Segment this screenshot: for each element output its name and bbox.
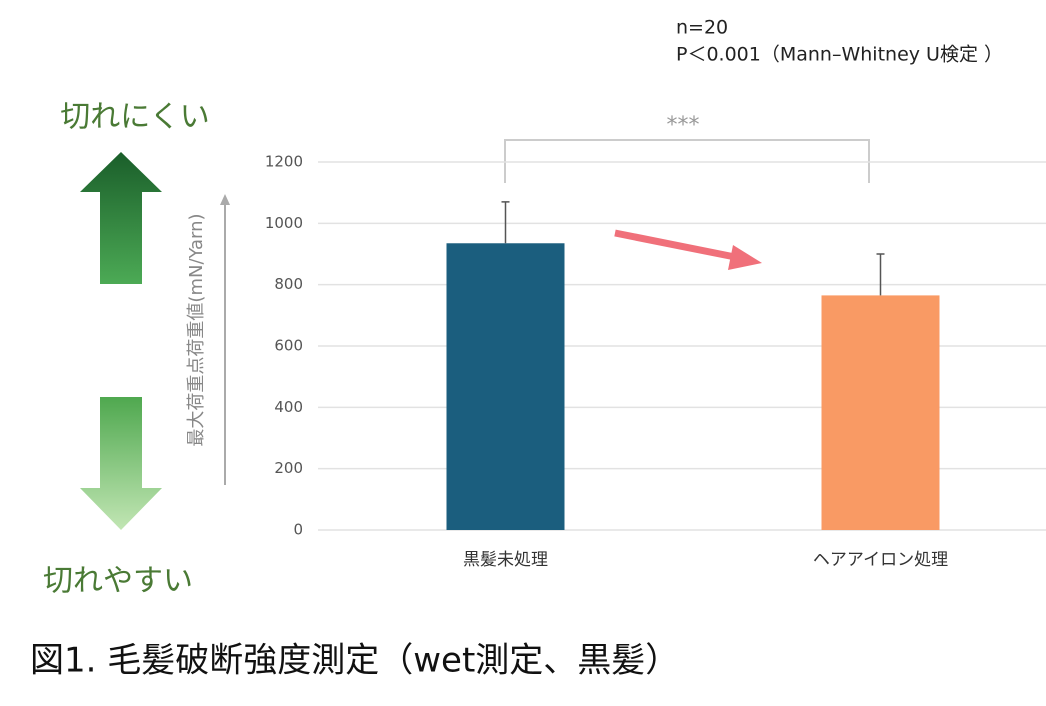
n-note: n=20 (676, 17, 728, 39)
x-tick-label: ヘアアイロン処理 (813, 550, 948, 570)
up-arrow (80, 152, 162, 284)
y-tick-label: 400 (274, 398, 303, 416)
p-note: P＜0.001（Mann–Whitney U検定 ） (676, 44, 1003, 66)
y-tick-label: 0 (293, 521, 303, 539)
strong-label: 切れにくい (60, 100, 209, 135)
caption: 図1. 毛髪破断強度測定（wet測定、黒髪） (30, 641, 679, 681)
y-tick-label: 800 (274, 275, 303, 293)
significance-mark: *** (667, 113, 700, 138)
y-tick-label: 1200 (265, 153, 303, 171)
y-tick-label: 600 (274, 337, 303, 355)
y-tick-label: 1000 (265, 214, 303, 232)
down-arrow (80, 397, 162, 530)
bar (446, 243, 565, 530)
error-bar (501, 201, 510, 244)
trend-arrow-head (728, 245, 762, 270)
axis-arrow-head (220, 194, 230, 205)
y-axis-label: 最大荷重点荷重値(mN/Yarn) (186, 213, 207, 446)
bar (821, 295, 940, 530)
error-bar (876, 253, 885, 296)
y-tick-label: 200 (274, 459, 303, 477)
trend-arrow (614, 229, 741, 262)
x-tick-label: 黒髪未処理 (463, 550, 548, 570)
weak-label: 切れやすい (43, 564, 193, 599)
